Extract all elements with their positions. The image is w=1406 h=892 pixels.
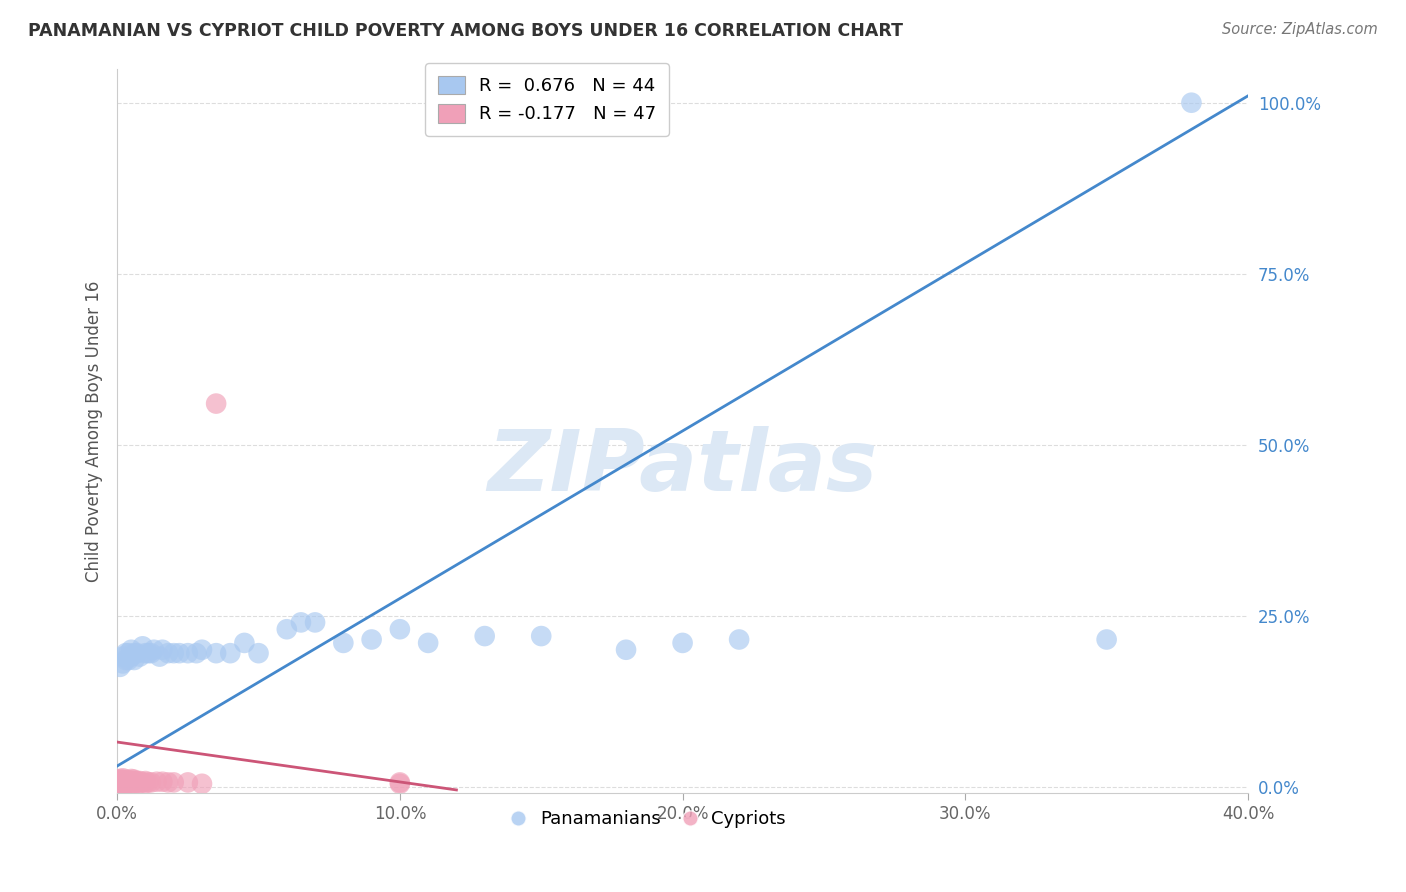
Point — [152, 774, 174, 789]
Point — [114, 646, 136, 660]
Point — [136, 775, 159, 789]
Point — [388, 775, 411, 789]
Point — [614, 642, 637, 657]
Point — [157, 646, 180, 660]
Y-axis label: Child Poverty Among Boys Under 16: Child Poverty Among Boys Under 16 — [86, 280, 103, 582]
Text: ZIPatlas: ZIPatlas — [488, 425, 877, 508]
Point — [131, 775, 153, 789]
Point — [120, 642, 142, 657]
Point — [111, 775, 134, 789]
Point — [388, 622, 411, 636]
Point — [247, 646, 270, 660]
Point — [108, 660, 131, 674]
Point — [108, 774, 131, 789]
Point — [111, 657, 134, 671]
Point — [120, 649, 142, 664]
Point — [114, 777, 136, 791]
Point — [105, 776, 128, 790]
Point — [191, 777, 214, 791]
Point — [125, 774, 148, 789]
Point — [111, 773, 134, 788]
Point — [108, 772, 131, 786]
Point — [276, 622, 298, 636]
Point — [290, 615, 312, 630]
Point — [114, 653, 136, 667]
Point — [117, 776, 139, 790]
Point — [120, 774, 142, 789]
Point — [474, 629, 496, 643]
Point — [114, 775, 136, 789]
Point — [125, 646, 148, 660]
Point — [125, 776, 148, 790]
Point — [1180, 95, 1202, 110]
Point — [728, 632, 751, 647]
Point — [128, 774, 150, 789]
Point — [117, 653, 139, 667]
Point — [530, 629, 553, 643]
Point — [122, 646, 145, 660]
Point — [304, 615, 326, 630]
Point — [388, 777, 411, 791]
Point — [177, 646, 200, 660]
Point — [157, 775, 180, 789]
Point — [114, 774, 136, 789]
Point — [134, 776, 156, 790]
Legend: Panamanians, Cypriots: Panamanians, Cypriots — [503, 803, 793, 835]
Point — [139, 646, 162, 660]
Point — [111, 772, 134, 786]
Point — [219, 646, 242, 660]
Point — [131, 640, 153, 654]
Point — [105, 775, 128, 789]
Point — [134, 774, 156, 789]
Point — [332, 636, 354, 650]
Point — [120, 775, 142, 789]
Point — [122, 772, 145, 787]
Point — [191, 642, 214, 657]
Point — [122, 653, 145, 667]
Point — [136, 646, 159, 660]
Point — [145, 774, 167, 789]
Point — [122, 774, 145, 789]
Point — [111, 774, 134, 789]
Point — [128, 776, 150, 790]
Point — [671, 636, 693, 650]
Point — [1095, 632, 1118, 647]
Point — [111, 777, 134, 791]
Text: PANAMANIAN VS CYPRIOT CHILD POVERTY AMONG BOYS UNDER 16 CORRELATION CHART: PANAMANIAN VS CYPRIOT CHILD POVERTY AMON… — [28, 22, 903, 40]
Point — [177, 775, 200, 789]
Point — [105, 772, 128, 787]
Point — [233, 636, 256, 650]
Point — [360, 632, 382, 647]
Point — [120, 772, 142, 786]
Point — [134, 646, 156, 660]
Point — [105, 774, 128, 789]
Point — [186, 646, 208, 660]
Point — [163, 646, 186, 660]
Text: Source: ZipAtlas.com: Source: ZipAtlas.com — [1222, 22, 1378, 37]
Point — [149, 649, 172, 664]
Point — [205, 396, 228, 410]
Point — [142, 642, 165, 657]
Point — [105, 774, 128, 789]
Point — [108, 777, 131, 791]
Point — [418, 636, 440, 650]
Point — [111, 649, 134, 664]
Point — [128, 649, 150, 664]
Point — [205, 646, 228, 660]
Point — [114, 772, 136, 787]
Point — [169, 646, 191, 660]
Point — [139, 775, 162, 789]
Point — [122, 777, 145, 791]
Point — [117, 773, 139, 788]
Point — [108, 775, 131, 789]
Point — [108, 773, 131, 788]
Point — [152, 642, 174, 657]
Point — [163, 775, 186, 789]
Point — [117, 646, 139, 660]
Point — [117, 774, 139, 789]
Point — [120, 777, 142, 791]
